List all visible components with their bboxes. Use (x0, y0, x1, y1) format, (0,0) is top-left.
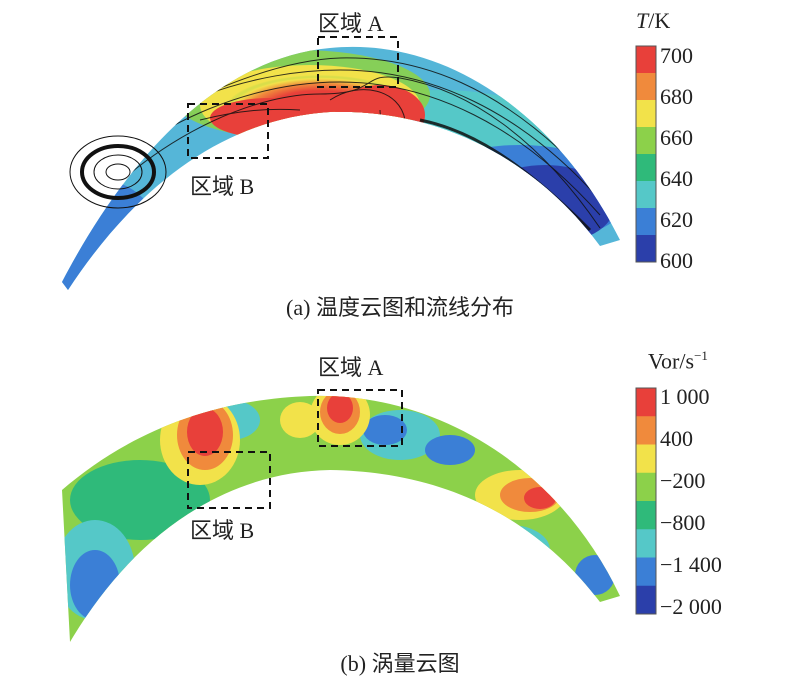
colorbar-tick: 660 (660, 125, 693, 150)
region-a-box (317, 389, 403, 447)
vorticity-field (62, 395, 620, 642)
vorticity-colorbar (635, 387, 657, 615)
colorbar-swatch (636, 208, 656, 236)
temperature-panel: 区域 A 区域 B T/K 700 680 660 640 620 600 (a… (0, 0, 800, 340)
region-b-box (187, 451, 271, 509)
caption-b: (b) 涡量云图 (340, 651, 460, 676)
colorbar-exponent: −1 (694, 348, 708, 363)
colorbar-swatch (636, 73, 656, 101)
colorbar-tick: 700 (660, 43, 693, 68)
colorbar-symbol: T (636, 8, 649, 33)
colorbar-tick: −2 000 (660, 594, 722, 619)
colorbar-tick: 680 (660, 84, 693, 109)
colorbar-swatch (636, 388, 656, 417)
colorbar-tick: 620 (660, 207, 693, 232)
colorbar-swatch (636, 154, 656, 182)
colorbar-swatch (636, 472, 656, 502)
colorbar-swatch (636, 235, 656, 263)
colorbar-swatch (636, 501, 656, 530)
colorbar-tick: 600 (660, 248, 693, 273)
colorbar-tick: 640 (660, 166, 693, 191)
temperature-colorbar (635, 45, 657, 263)
temperature-contour-plot (62, 36, 657, 290)
region-a-label: 区域 A (318, 11, 384, 36)
colorbar-title: Vor/s−1 (648, 348, 708, 374)
vorticity-contour-plot (62, 387, 657, 642)
region-b-label: 区域 B (190, 518, 255, 543)
colorbar-swatch (636, 444, 656, 474)
colorbar-tick: 400 (660, 426, 693, 451)
colorbar-swatch (636, 557, 656, 587)
vorticity-panel: 区域 A 区域 B Vor/s−1 1 000 400 −200 −800 −1… (0, 340, 800, 686)
colorbar-border (635, 387, 657, 615)
colorbar-swatch (636, 181, 656, 209)
colorbar-unit: /K (648, 8, 671, 33)
colorbar-swatch (636, 529, 656, 558)
colorbar-swatch (636, 46, 656, 74)
colorbar-border (635, 45, 657, 263)
colorbar-swatch (636, 100, 656, 128)
colorbar-swatch (636, 585, 656, 615)
region-a-label: 区域 A (318, 355, 384, 380)
colorbar-title: T/K (636, 8, 670, 34)
colorbar-tick: −200 (660, 468, 706, 493)
colorbar-swatch (636, 416, 656, 445)
vortex-spiral (69, 135, 167, 209)
caption-a: (a) 温度云图和流线分布 (286, 295, 514, 320)
colorbar-tick: 1 000 (660, 384, 710, 409)
region-b-box (187, 103, 269, 159)
region-a-box (317, 36, 399, 88)
region-b-label: 区域 B (190, 174, 255, 199)
colorbar-base: Vor/s (648, 348, 695, 374)
colorbar-tick: −1 400 (660, 552, 722, 577)
colorbar-swatch (636, 127, 656, 155)
colorbar-tick: −800 (660, 510, 706, 535)
